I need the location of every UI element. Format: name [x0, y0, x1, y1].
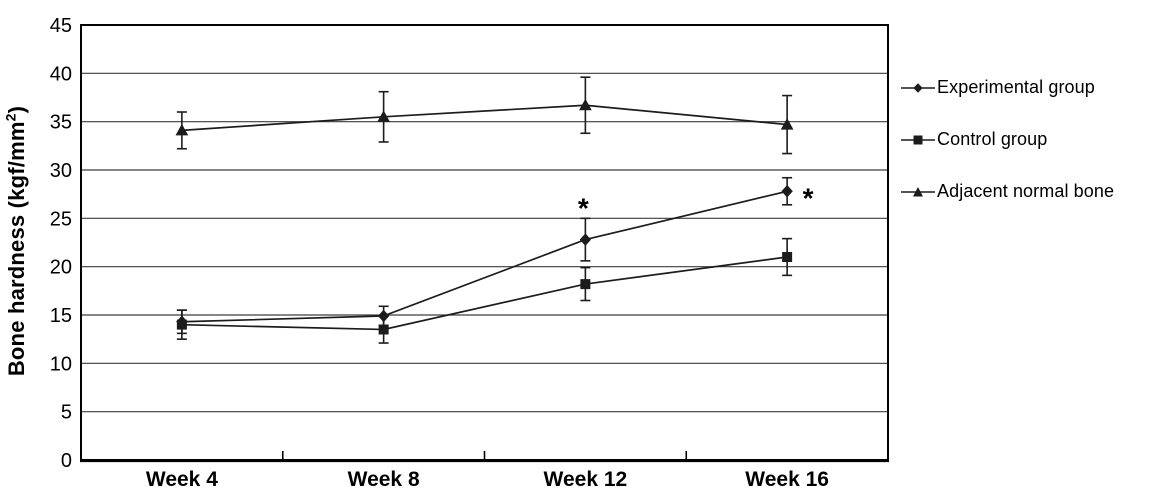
series-line-control-group — [181, 256, 788, 331]
legend-item-control-group: Control group — [901, 129, 1114, 150]
diamond-marker — [579, 233, 592, 246]
diamond-marker-icon — [901, 82, 935, 93]
square-marker — [782, 252, 793, 262]
square-marker-icon — [901, 135, 935, 144]
y-tick-label: 15 — [50, 305, 72, 327]
y-axis-title-superscript: 2 — [2, 113, 19, 122]
square-marker — [176, 319, 187, 330]
significance-asterisk: * — [803, 182, 814, 213]
x-category-label: Week 12 — [544, 468, 628, 491]
y-tick-label: 45 — [50, 15, 72, 37]
y-tick-label: 10 — [50, 353, 72, 375]
triangle-marker — [579, 98, 592, 111]
plot-border — [80, 24, 889, 461]
x-category-label: Week 4 — [146, 468, 218, 491]
square-marker — [580, 279, 591, 290]
legend-label: Control group — [937, 129, 1048, 149]
y-tick-label: 0 — [61, 450, 72, 472]
y-tick-label: 5 — [61, 402, 72, 424]
legend: Experimental group Control group Adjacen… — [901, 77, 1114, 202]
y-axis-title-text: Bone hardness (kgf/mm — [4, 121, 29, 377]
y-tick-label: 25 — [50, 208, 72, 230]
square-marker — [378, 324, 389, 335]
diamond-marker — [781, 185, 793, 198]
y-axis-title-suffix: ) — [4, 105, 29, 114]
series-line-experimental-group — [181, 190, 788, 323]
triangle-marker-icon — [901, 186, 935, 196]
triangle-marker — [175, 123, 189, 136]
legend-label: Adjacent normal bone — [937, 181, 1115, 201]
series-line-adjacent-normal-bone — [181, 104, 788, 132]
legend-item-adjacent-normal-bone: Adjacent normal bone — [901, 181, 1114, 202]
triangle-marker — [377, 110, 390, 122]
significance-asterisk: * — [578, 193, 589, 224]
y-tick-label: 40 — [50, 63, 72, 85]
triangle-marker — [780, 118, 794, 130]
legend-item-experimental-group: Experimental group — [901, 77, 1114, 98]
y-tick-label: 30 — [50, 160, 72, 182]
x-category-label: Week 8 — [348, 468, 420, 491]
y-axis-title: Bone hardness (kgf/mm2) — [2, 23, 30, 459]
legend-label: Experimental group — [937, 77, 1095, 97]
y-tick-label: 35 — [50, 112, 72, 134]
y-tick-label: 20 — [50, 257, 72, 279]
x-category-label: Week 16 — [745, 468, 829, 491]
